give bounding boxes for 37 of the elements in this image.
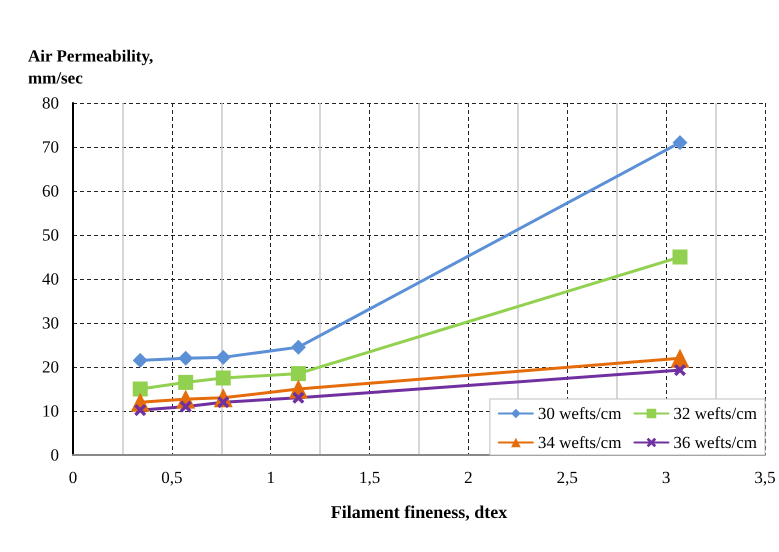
- y-tick-label: 60: [42, 182, 59, 200]
- point: [134, 404, 146, 416]
- y-tick-label: 20: [42, 358, 59, 376]
- y-tick-label: 30: [42, 314, 59, 332]
- point: [292, 392, 304, 404]
- point: [216, 370, 231, 386]
- y-tick-label: 70: [42, 138, 59, 156]
- point: [674, 364, 686, 376]
- point: [180, 400, 192, 413]
- x-axis-title: Filament fineness, dtex: [330, 502, 508, 522]
- y-axis-title: Air Permeability, mm/sec: [28, 46, 154, 88]
- y-tick-label: 10: [42, 402, 59, 420]
- point: [178, 350, 194, 366]
- x-tick-label: 3,5: [754, 468, 776, 487]
- legend-label: 36 wefts/cm: [673, 433, 758, 452]
- x-tick-label: 1: [266, 468, 275, 487]
- legend-label: 32 wefts/cm: [673, 404, 758, 423]
- point: [132, 352, 148, 368]
- x-tick-label: 3: [662, 468, 670, 487]
- x-tick-label: 2: [464, 468, 473, 487]
- x-tick-label: 1,5: [358, 468, 380, 487]
- point: [178, 374, 194, 390]
- point: [672, 250, 688, 264]
- y-tick-label: 50: [42, 226, 59, 244]
- y-tick-label: 40: [42, 270, 59, 288]
- x-tick-label: 0,5: [161, 468, 182, 487]
- y-tick-label: 80: [42, 94, 59, 112]
- point: [290, 366, 306, 382]
- point: [216, 350, 231, 365]
- legend-label: 30 wefts/cm: [538, 404, 622, 423]
- y-tick-label: 0: [50, 446, 59, 464]
- point: [132, 382, 148, 396]
- x-tick-label: 0: [68, 468, 78, 487]
- point: [672, 135, 688, 150]
- legend-label: 34 wefts/cm: [538, 433, 622, 452]
- x-tick-label: 2,5: [556, 468, 578, 487]
- point: [290, 340, 306, 355]
